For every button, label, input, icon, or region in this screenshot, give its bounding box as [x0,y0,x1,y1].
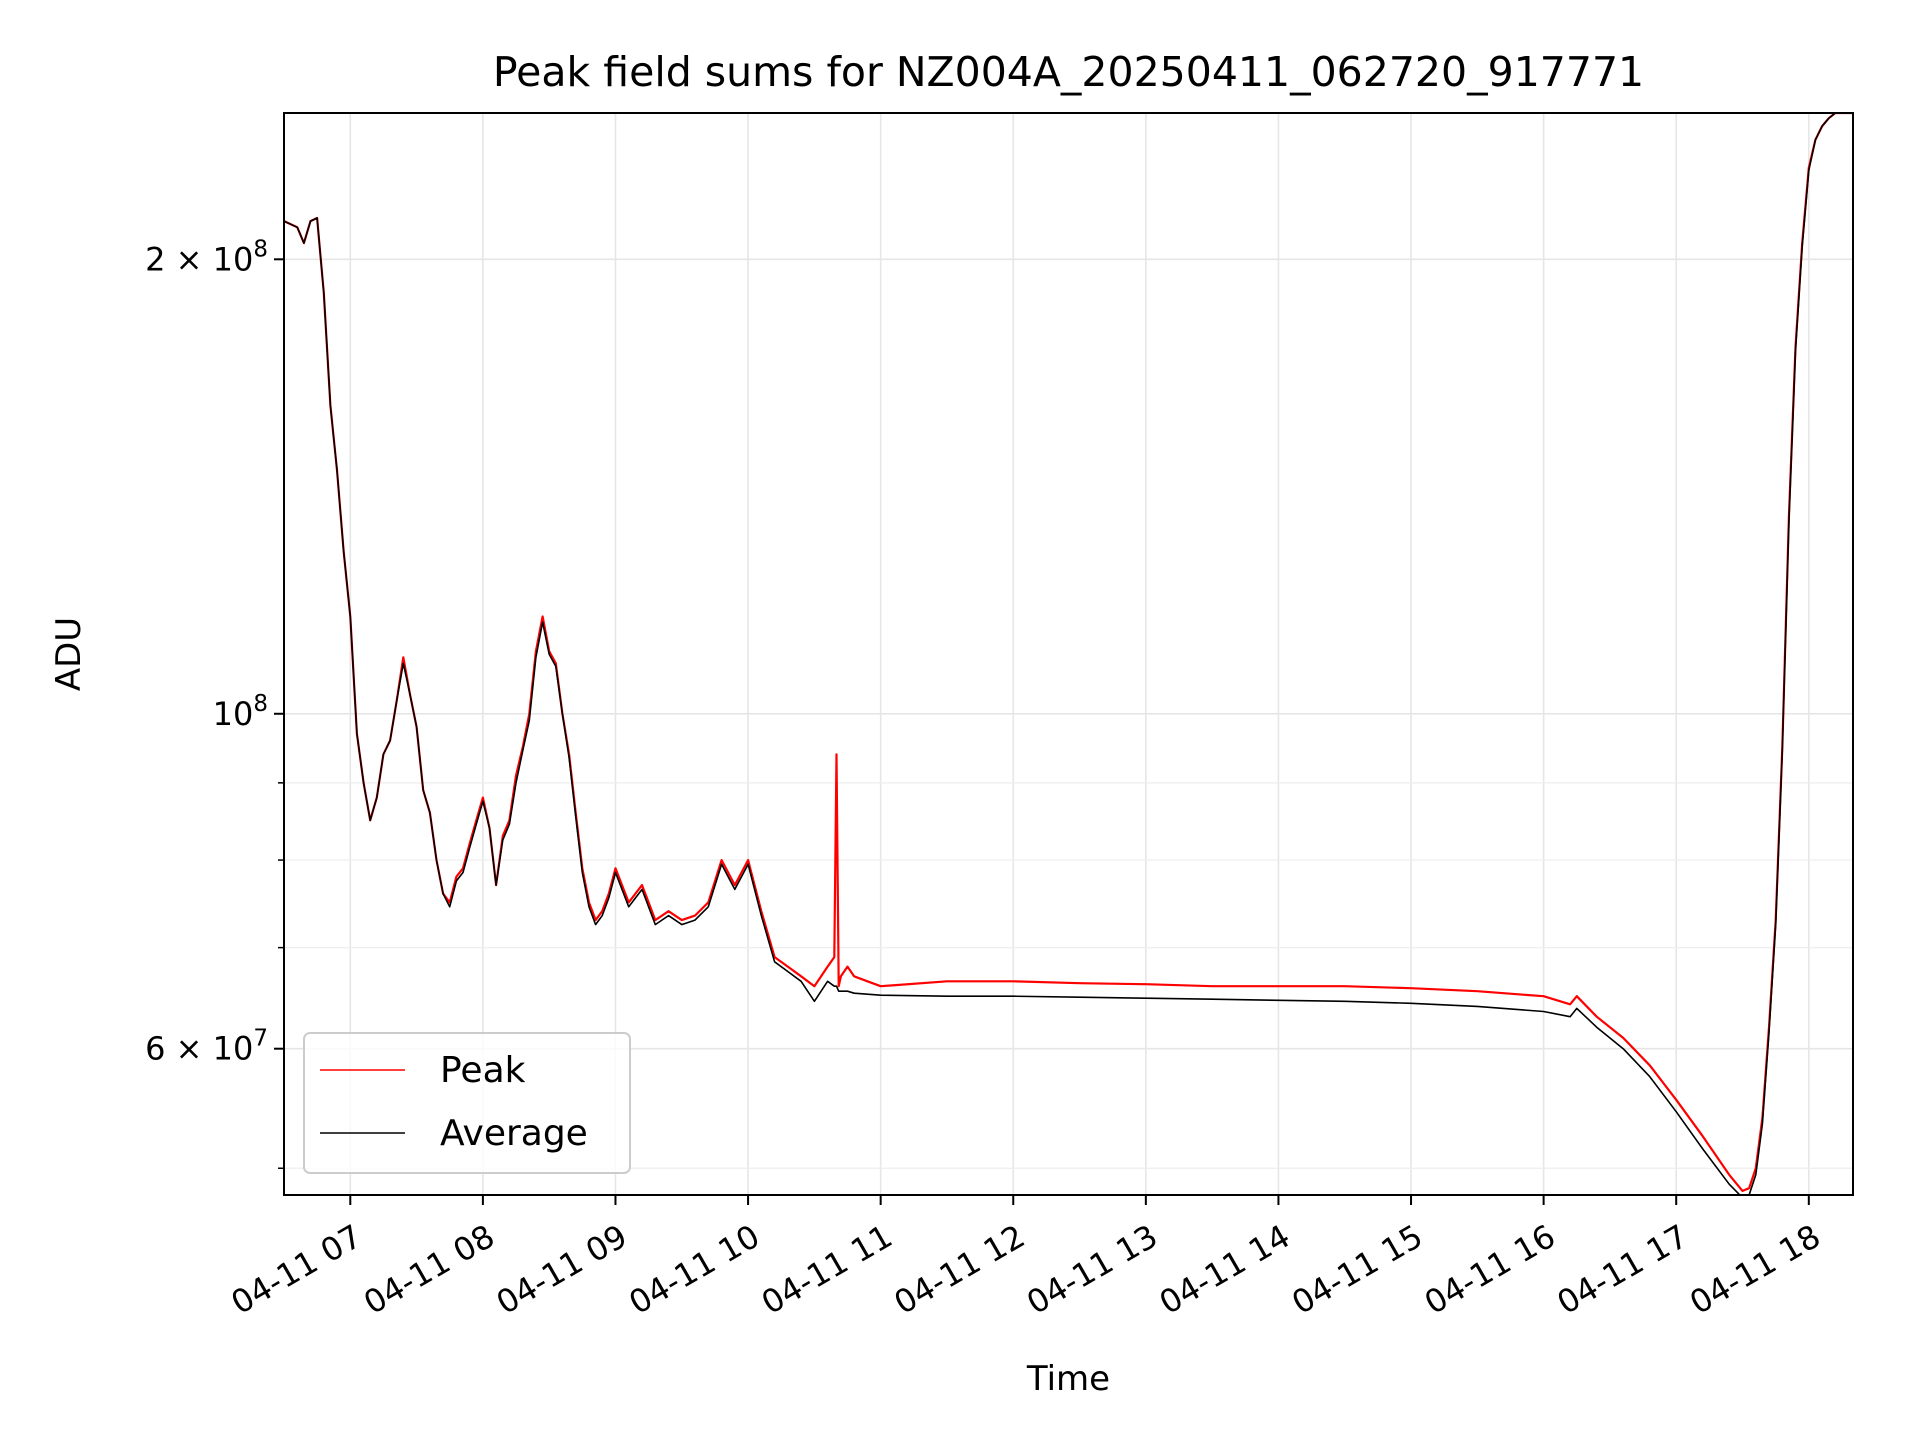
y-tick-exponent: 8 [253,236,268,262]
grid-lines [284,113,1853,1195]
y-tick-label: 108 [213,691,268,733]
plot-area-frame [283,112,1854,1196]
y-tick-mantissa: 6 × 10 [145,1030,253,1068]
y-tick-exponent: 7 [253,1026,268,1052]
y-tick-label: 6 × 107 [145,1026,268,1068]
y-tick-label: 2 × 108 [145,236,268,278]
legend-box [303,1032,631,1174]
y-axis-label: ADU [49,617,89,691]
x-axis-label: Time [1026,1359,1110,1399]
average-series-line [284,113,1853,1195]
legend-average-label: Average [440,1113,588,1154]
y-tick-exponent: 8 [253,691,268,717]
legend-peak-label: Peak [440,1050,526,1091]
chart-title: Peak field sums for NZ004A_20250411_0627… [493,48,1644,96]
y-tick-mantissa: 2 × 10 [145,240,253,278]
y-tick-mantissa: 10 [213,695,254,733]
plot-series [284,113,1853,1195]
legend: Peak Average [303,1032,631,1174]
